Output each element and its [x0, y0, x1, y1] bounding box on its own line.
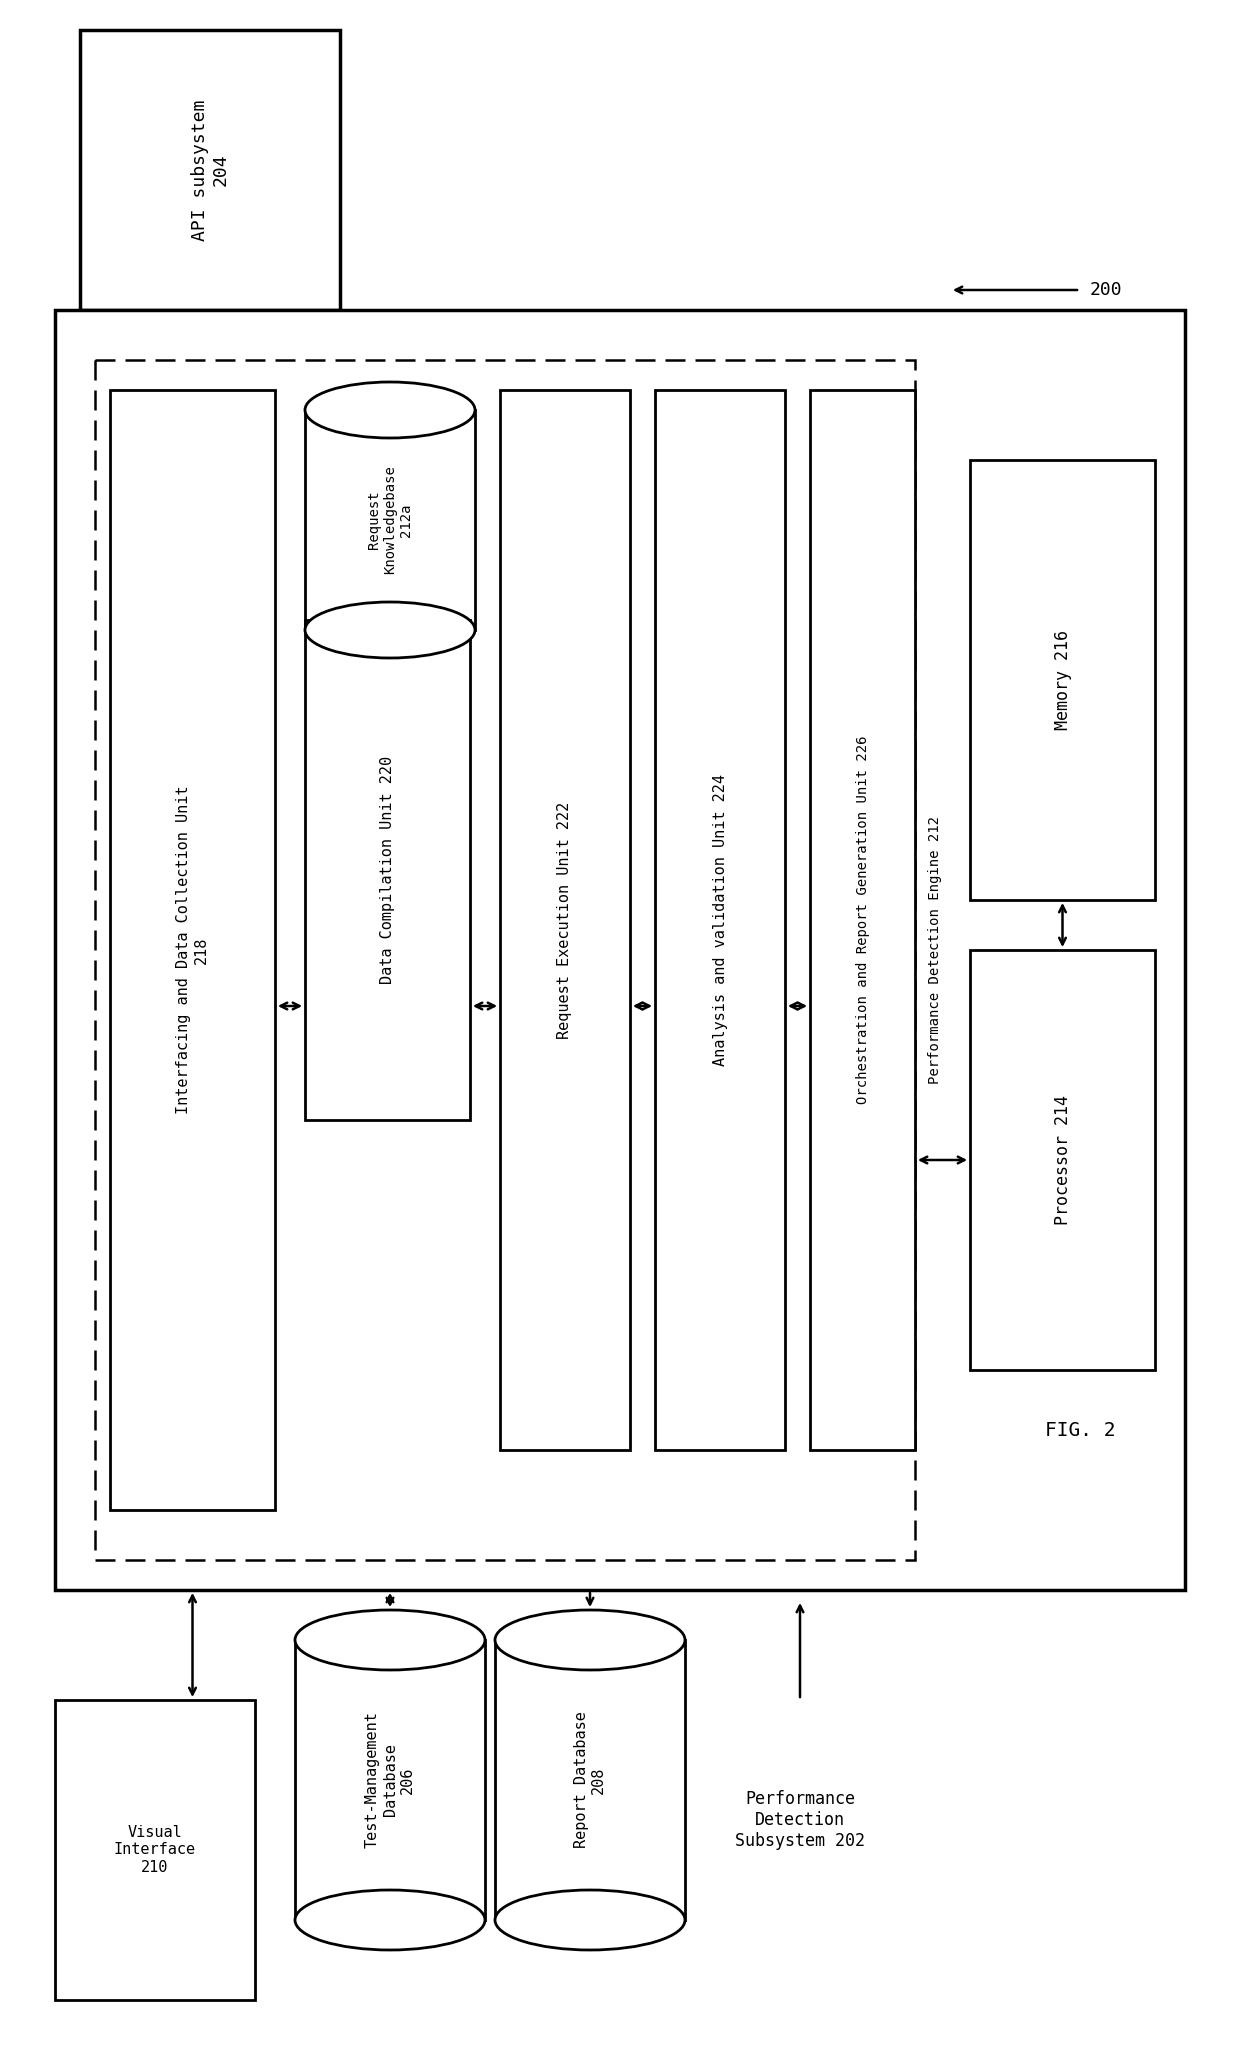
Bar: [810, 389, 915, 1450]
Ellipse shape: [495, 1891, 684, 1951]
Text: Performance
Detection
Subsystem 202: Performance Detection Subsystem 202: [735, 1789, 866, 1849]
Text: Request Execution Unit 222: Request Execution Unit 222: [558, 801, 573, 1040]
Text: Visual
Interface
210: Visual Interface 210: [114, 1825, 196, 1874]
Text: Interfacing and Data Collection Unit
218: Interfacing and Data Collection Unit 218: [176, 785, 208, 1114]
Bar: [110, 389, 275, 1510]
Text: 200: 200: [1090, 282, 1122, 298]
Bar: [970, 460, 1154, 901]
Text: Analysis and validation Unit 224: Analysis and validation Unit 224: [713, 775, 728, 1067]
Text: Orchestration and Report Generation Unit 226: Orchestration and Report Generation Unit…: [856, 735, 869, 1104]
Bar: [500, 389, 630, 1450]
Text: Test-Management
Database
206: Test-Management Database 206: [365, 1711, 415, 1849]
Ellipse shape: [295, 1609, 485, 1669]
Ellipse shape: [305, 603, 475, 659]
Text: Report Database
208: Report Database 208: [574, 1711, 606, 1849]
Text: FIG. 2: FIG. 2: [1045, 1421, 1115, 1439]
Bar: [970, 951, 1154, 1371]
Ellipse shape: [305, 381, 475, 437]
Ellipse shape: [295, 1891, 485, 1951]
Bar: [55, 311, 1185, 1591]
Bar: [81, 29, 340, 311]
Bar: [95, 360, 915, 1559]
Bar: [295, 1640, 485, 1920]
Text: Memory 216: Memory 216: [1054, 630, 1071, 729]
Bar: [655, 389, 785, 1450]
Text: Processor 214: Processor 214: [1054, 1096, 1071, 1226]
Text: Request
Knowledgebase
212a: Request Knowledgebase 212a: [367, 466, 413, 574]
Bar: [305, 619, 470, 1120]
Text: Performance Detection Engine 212: Performance Detection Engine 212: [928, 816, 942, 1083]
Bar: [55, 1700, 255, 2001]
Bar: [305, 410, 475, 630]
Bar: [495, 1640, 684, 1920]
Ellipse shape: [495, 1609, 684, 1669]
Text: API subsystem
204: API subsystem 204: [191, 99, 229, 240]
Text: Data Compilation Unit 220: Data Compilation Unit 220: [379, 756, 396, 984]
